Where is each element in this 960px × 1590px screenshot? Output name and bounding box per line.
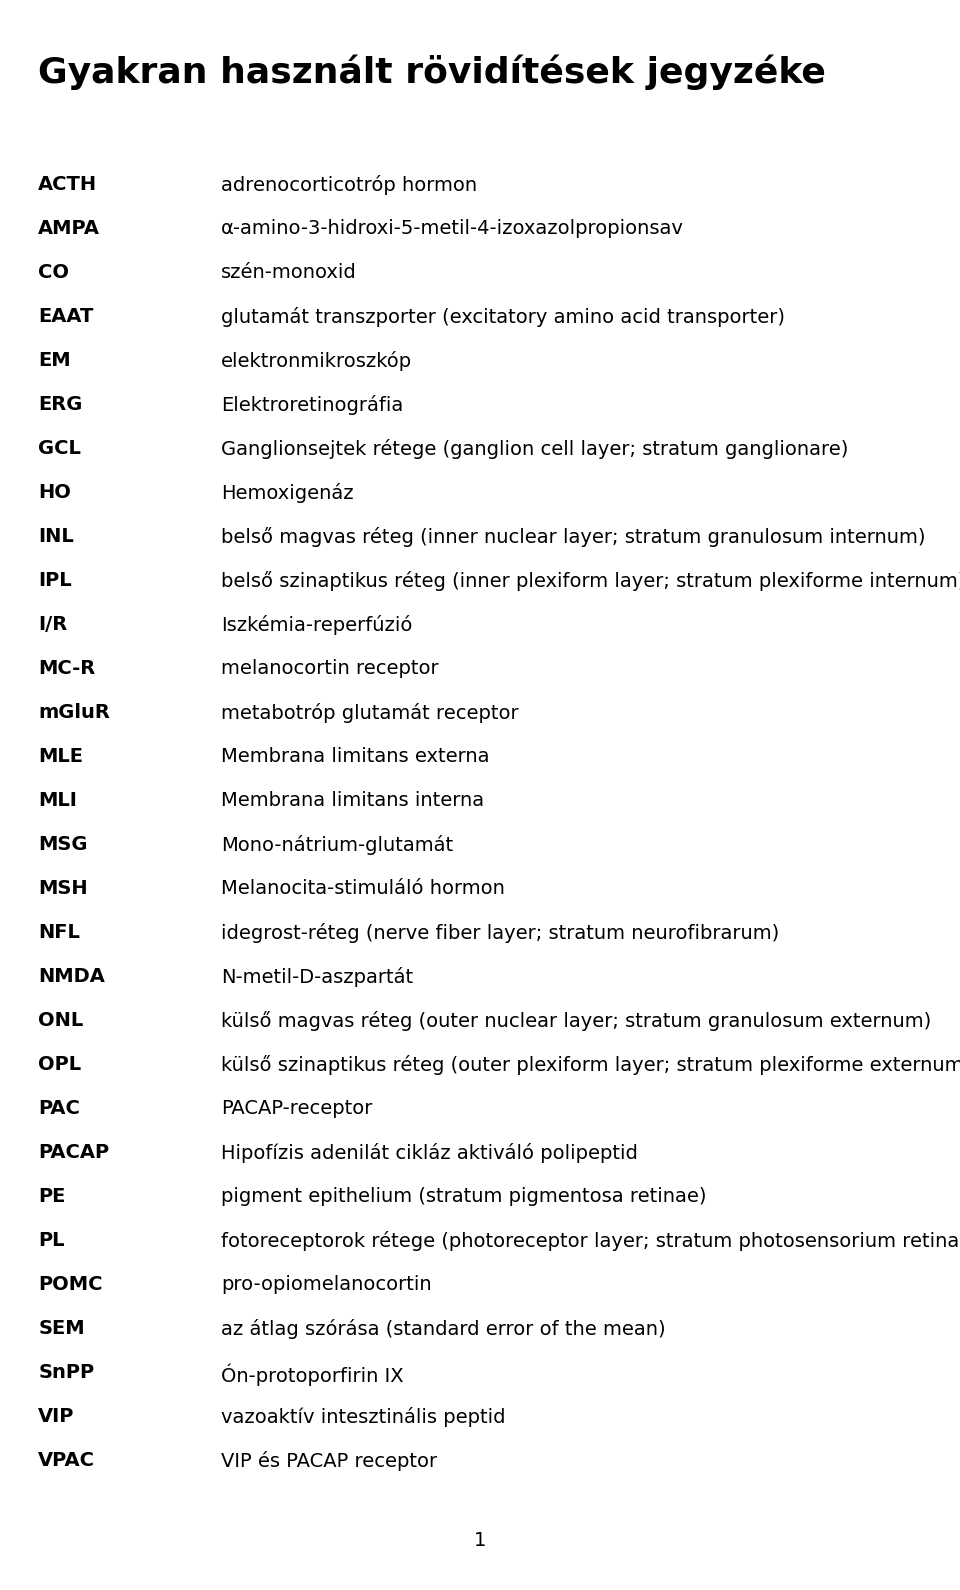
Text: belső magvas réteg (inner nuclear layer; stratum granulosum internum): belső magvas réteg (inner nuclear layer;… [221,526,925,547]
Text: Membrana limitans interna: Membrana limitans interna [221,790,484,809]
Text: Ón-protoporfirin IX: Ón-protoporfirin IX [221,1363,403,1385]
Text: külső magvas réteg (outer nuclear layer; stratum granulosum externum): külső magvas réteg (outer nuclear layer;… [221,1011,931,1030]
Text: PE: PE [38,1188,66,1205]
Text: IPL: IPL [38,571,72,590]
Text: VPAC: VPAC [38,1452,95,1471]
Text: metabotróp glutamát receptor: metabotróp glutamát receptor [221,703,518,723]
Text: külső szinaptikus réteg (outer plexiform layer; stratum plexiforme externum): külső szinaptikus réteg (outer plexiform… [221,1056,960,1075]
Text: 1: 1 [474,1531,486,1550]
Text: az átlag szórása (standard error of the mean): az átlag szórása (standard error of the … [221,1320,665,1339]
Text: MLI: MLI [38,790,77,809]
Text: adrenocorticotróp hormon: adrenocorticotróp hormon [221,175,477,196]
Text: Membrana limitans externa: Membrana limitans externa [221,747,490,766]
Text: Iszkémia-reperfúzió: Iszkémia-reperfúzió [221,615,412,634]
Text: ACTH: ACTH [38,175,98,194]
Text: melanocortin receptor: melanocortin receptor [221,658,439,677]
Text: POMC: POMC [38,1275,103,1294]
Text: MC-R: MC-R [38,658,96,677]
Text: Elektroretinográfia: Elektroretinográfia [221,394,403,415]
Text: VIP és PACAP receptor: VIP és PACAP receptor [221,1452,437,1471]
Text: NMDA: NMDA [38,967,106,986]
Text: Melanocita-stimuláló hormon: Melanocita-stimuláló hormon [221,879,505,898]
Text: α-amino-3-hidroxi-5-metil-4-izoxazolpropionsav: α-amino-3-hidroxi-5-metil-4-izoxazolprop… [221,219,684,238]
Text: Hipofízis adenilát cikláz aktiváló polipeptid: Hipofízis adenilát cikláz aktiváló polip… [221,1143,637,1162]
Text: HO: HO [38,483,71,502]
Text: idegrost-réteg (nerve fiber layer; stratum neurofibrarum): idegrost-réteg (nerve fiber layer; strat… [221,924,780,943]
Text: SnPP: SnPP [38,1363,94,1382]
Text: pigment epithelium (stratum pigmentosa retinae): pigment epithelium (stratum pigmentosa r… [221,1188,707,1205]
Text: Ganglionsejtek rétege (ganglion cell layer; stratum ganglionare): Ganglionsejtek rétege (ganglion cell lay… [221,439,849,460]
Text: CO: CO [38,262,69,281]
Text: pro-opiomelanocortin: pro-opiomelanocortin [221,1275,431,1294]
Text: EAAT: EAAT [38,307,94,326]
Text: PL: PL [38,1231,65,1250]
Text: PACAP: PACAP [38,1143,109,1162]
Text: GCL: GCL [38,439,82,458]
Text: glutamát transzporter (excitatory amino acid transporter): glutamát transzporter (excitatory amino … [221,307,784,328]
Text: Gyakran használt rövidítések jegyzéke: Gyakran használt rövidítések jegyzéke [38,56,827,91]
Text: N-metil-D-aszpartát: N-metil-D-aszpartát [221,967,413,987]
Text: elektronmikroszkóp: elektronmikroszkóp [221,351,412,370]
Text: AMPA: AMPA [38,219,101,238]
Text: SEM: SEM [38,1320,85,1339]
Text: MLE: MLE [38,747,84,766]
Text: I/R: I/R [38,615,67,634]
Text: VIP: VIP [38,1407,75,1426]
Text: fotoreceptorok rétege (photoreceptor layer; stratum photosensorium retinae): fotoreceptorok rétege (photoreceptor lay… [221,1231,960,1251]
Text: ERG: ERG [38,394,83,413]
Text: Mono-nátrium-glutamát: Mono-nátrium-glutamát [221,835,453,855]
Text: NFL: NFL [38,924,81,941]
Text: ONL: ONL [38,1011,84,1030]
Text: belső szinaptikus réteg (inner plexiform layer; stratum plexiforme internum): belső szinaptikus réteg (inner plexiform… [221,571,960,591]
Text: MSH: MSH [38,879,88,898]
Text: PACAP-receptor: PACAP-receptor [221,1099,372,1118]
Text: mGluR: mGluR [38,703,110,722]
Text: OPL: OPL [38,1056,82,1073]
Text: vazoaktív intesztinális peptid: vazoaktív intesztinális peptid [221,1407,505,1426]
Text: Hemoxigenáz: Hemoxigenáz [221,483,353,502]
Text: INL: INL [38,526,74,545]
Text: PAC: PAC [38,1099,81,1118]
Text: szén-monoxid: szén-monoxid [221,262,356,281]
Text: EM: EM [38,351,71,370]
Text: MSG: MSG [38,835,88,854]
